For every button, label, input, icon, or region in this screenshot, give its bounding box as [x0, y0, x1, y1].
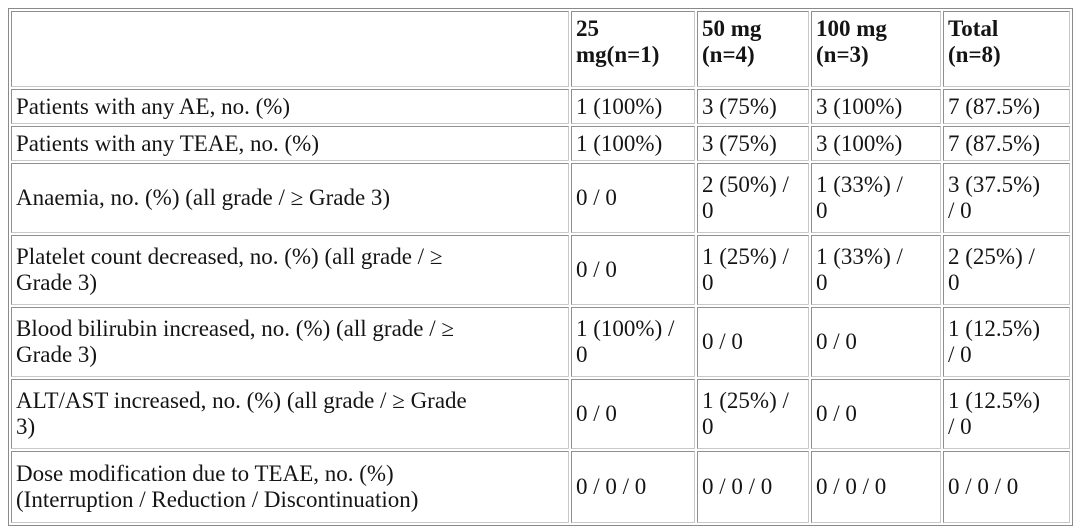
value-cell: 3 (100%) — [811, 126, 941, 161]
value-cell: 7 (87.5%) — [943, 126, 1070, 161]
value-cell: 0 / 0 / 0 — [811, 451, 941, 523]
adverse-events-table: 25 mg(n=1) 50 mg (n=4) 100 mg (n=3) Tota… — [8, 8, 1073, 526]
value-cell: 1 (33%) / 0 — [811, 235, 941, 305]
header-cell-25mg: 25 mg(n=1) — [571, 11, 695, 87]
value-cell: 1 (100%) / 0 — [571, 307, 695, 377]
value-cell: 0 / 0 / 0 — [943, 451, 1070, 523]
value-cell: 0 / 0 — [811, 307, 941, 377]
header-cell-50mg: 50 mg (n=4) — [697, 11, 809, 87]
table-row-dose-modification: Dose modification due to TEAE, no. (%) (… — [11, 451, 1070, 523]
value-cell: 0 / 0 — [571, 235, 695, 305]
row-label: Patients with any TEAE, no. (%) — [11, 126, 569, 161]
row-label: Patients with any AE, no. (%) — [11, 89, 569, 124]
header-cell-empty — [11, 11, 569, 87]
table-row-bilirubin: Blood bilirubin increased, no. (%) (all … — [11, 307, 1070, 377]
header-row: 25 mg(n=1) 50 mg (n=4) 100 mg (n=3) Tota… — [11, 11, 1070, 87]
value-cell: 1 (100%) — [571, 126, 695, 161]
value-cell: 0 / 0 — [571, 379, 695, 449]
value-cell: 3 (75%) — [697, 126, 809, 161]
value-cell: 3 (75%) — [697, 89, 809, 124]
row-label: Anaemia, no. (%) (all grade / ≥ Grade 3) — [11, 163, 569, 233]
table-row-any-teae: Patients with any TEAE, no. (%) 1 (100%)… — [11, 126, 1070, 161]
table-row-any-ae: Patients with any AE, no. (%) 1 (100%) 3… — [11, 89, 1070, 124]
value-cell: 1 (100%) — [571, 89, 695, 124]
value-cell: 0 / 0 — [811, 379, 941, 449]
row-label: Blood bilirubin increased, no. (%) (all … — [11, 307, 569, 377]
header-cell-total: Total (n=8) — [943, 11, 1070, 87]
value-cell: 2 (50%) / 0 — [697, 163, 809, 233]
row-label: ALT/AST increased, no. (%) (all grade / … — [11, 379, 569, 449]
row-label: Platelet count decreased, no. (%) (all g… — [11, 235, 569, 305]
value-cell: 1 (25%) / 0 — [697, 379, 809, 449]
table-row-anaemia: Anaemia, no. (%) (all grade / ≥ Grade 3)… — [11, 163, 1070, 233]
value-cell: 3 (100%) — [811, 89, 941, 124]
table-row-platelet: Platelet count decreased, no. (%) (all g… — [11, 235, 1070, 305]
value-cell: 7 (87.5%) — [943, 89, 1070, 124]
value-cell: 3 (37.5%) / 0 — [943, 163, 1070, 233]
value-cell: 1 (12.5%) / 0 — [943, 307, 1070, 377]
row-label: Dose modification due to TEAE, no. (%) (… — [11, 451, 569, 523]
value-cell: 0 / 0 / 0 — [697, 451, 809, 523]
value-cell: 0 / 0 — [697, 307, 809, 377]
value-cell: 1 (33%) / 0 — [811, 163, 941, 233]
value-cell: 1 (12.5%) / 0 — [943, 379, 1070, 449]
header-cell-100mg: 100 mg (n=3) — [811, 11, 941, 87]
value-cell: 0 / 0 / 0 — [571, 451, 695, 523]
value-cell: 2 (25%) / 0 — [943, 235, 1070, 305]
table-row-alt-ast: ALT/AST increased, no. (%) (all grade / … — [11, 379, 1070, 449]
value-cell: 1 (25%) / 0 — [697, 235, 809, 305]
value-cell: 0 / 0 — [571, 163, 695, 233]
